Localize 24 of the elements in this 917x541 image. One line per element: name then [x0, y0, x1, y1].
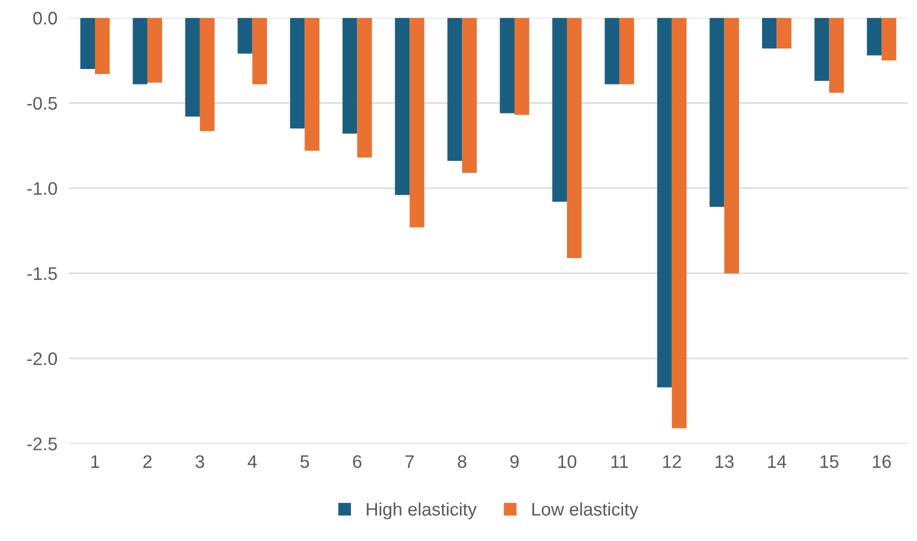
x-tick-label: 5: [300, 455, 310, 468]
x-tick-label: 10: [558, 455, 576, 468]
y-tick-label: -1.0: [27, 182, 57, 195]
x-tick-label: 3: [196, 455, 204, 468]
x-tick-label: 11: [611, 455, 628, 468]
x-tick-label: 1: [91, 455, 100, 468]
x-tick-label: 13: [716, 455, 734, 468]
y-tick-label: -2.5: [27, 438, 57, 450]
legend-label: Low elasticity: [532, 502, 638, 520]
x-tick-label: 16: [872, 455, 891, 468]
x-tick-label: 6: [353, 455, 362, 468]
x-tick-label: 15: [820, 455, 838, 468]
legend-label: High elasticity: [366, 502, 477, 520]
y-tick-label: -0.5: [27, 96, 57, 110]
x-tick-label: 7: [406, 455, 414, 468]
x-tick-label: 2: [143, 455, 152, 468]
x-tick-label: 4: [248, 455, 257, 468]
x-tick-label: 8: [458, 455, 466, 468]
y-tick-label: 0.0: [33, 12, 57, 25]
y-tick-label: -2.0: [27, 352, 57, 366]
x-tick-label: 14: [768, 455, 786, 468]
x-tick-label: 9: [510, 455, 519, 468]
y-tick-label: -1.5: [27, 267, 57, 280]
x-tick-label: 12: [663, 455, 681, 468]
